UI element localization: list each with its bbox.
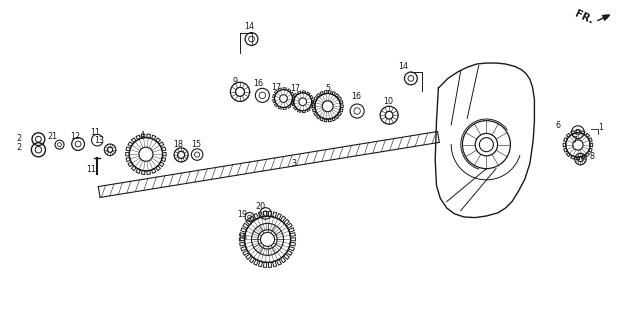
Text: 7: 7 [572, 136, 577, 145]
Text: 21: 21 [47, 132, 58, 141]
Text: 1: 1 [598, 123, 603, 132]
FancyArrowPatch shape [598, 15, 609, 20]
Text: 2: 2 [17, 134, 22, 143]
Text: 10: 10 [383, 97, 394, 106]
Text: 19: 19 [237, 210, 247, 219]
Text: 20: 20 [255, 202, 266, 211]
Text: 8: 8 [589, 152, 595, 161]
Text: 13: 13 [94, 136, 104, 145]
Text: 12: 12 [70, 132, 81, 140]
Text: 18: 18 [173, 140, 183, 149]
Text: 16: 16 [253, 79, 263, 88]
Text: FR.: FR. [573, 9, 595, 26]
Text: 9: 9 [233, 77, 238, 86]
Text: 6: 6 [556, 121, 561, 130]
Text: 14: 14 [398, 62, 408, 71]
Text: 14: 14 [244, 22, 255, 31]
Text: 11: 11 [86, 165, 96, 174]
FancyArrowPatch shape [598, 15, 611, 21]
Text: 4: 4 [140, 131, 145, 140]
Text: 3: 3 [292, 159, 297, 168]
Text: 11: 11 [90, 128, 100, 137]
Text: 5: 5 [325, 84, 330, 93]
Text: 16: 16 [351, 92, 362, 100]
Text: 19: 19 [237, 234, 247, 243]
Text: 17: 17 [291, 84, 301, 93]
Text: 15: 15 [191, 140, 202, 149]
Text: 2: 2 [17, 143, 22, 152]
Text: 17: 17 [271, 83, 282, 92]
